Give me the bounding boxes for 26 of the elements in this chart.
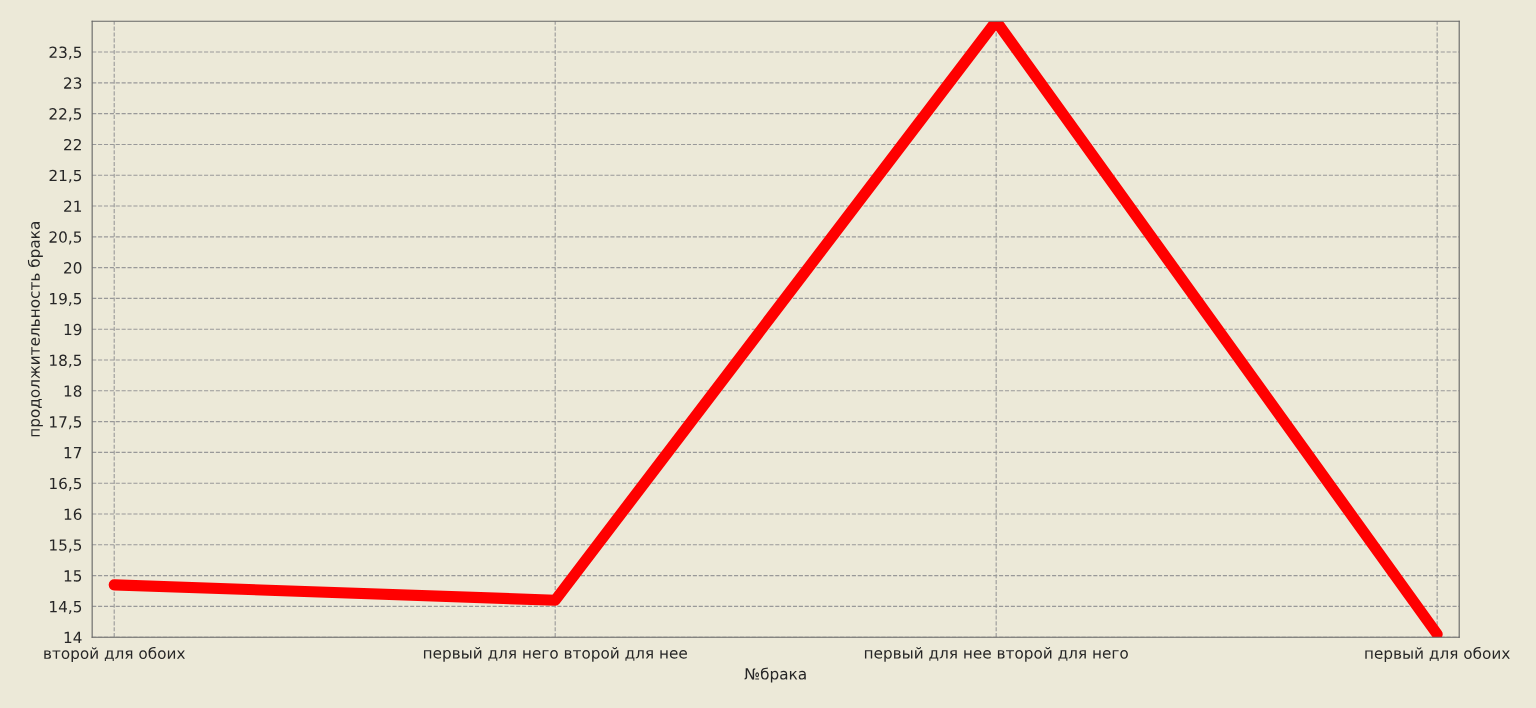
- y-tick-label: 17: [64, 447, 82, 459]
- y-tick-label: 15: [64, 570, 82, 582]
- x-tick-label: второй для обоих: [44, 646, 185, 662]
- y-tick-label: 21: [64, 200, 82, 212]
- y-tick-label: 17,5: [50, 416, 82, 430]
- y-axis-title: продолжительность брака: [27, 222, 43, 437]
- y-tick-label: 15,5: [50, 539, 82, 553]
- y-tick-label: 23,5: [49, 46, 82, 60]
- y-tick-label: 20: [64, 262, 82, 274]
- y-tick-label: 18: [64, 385, 82, 397]
- y-tick-label: 22,5: [49, 108, 82, 122]
- y-tick-label: 21,5: [49, 169, 82, 183]
- y-tick-label: 22: [64, 138, 81, 151]
- y-tick-label: 19: [64, 323, 82, 336]
- y-tick-label: 14,5: [50, 601, 82, 614]
- x-tick-label: первый для него второй для нее: [423, 646, 687, 662]
- y-tick-label: 23: [64, 77, 82, 89]
- y-tick-label: 14: [64, 631, 82, 643]
- y-tick-label: 20,5: [49, 231, 82, 245]
- y-tick-label: 19,5: [50, 292, 82, 306]
- x-axis-title: №брака: [744, 667, 806, 683]
- x-tick-label: первый для обоих: [1365, 646, 1510, 662]
- x-tick-label: первый для нее второй для него: [864, 646, 1128, 662]
- y-tick-label: 16: [64, 508, 82, 521]
- y-tick-label: 16,5: [50, 477, 82, 491]
- y-tick-label: 18,5: [50, 354, 82, 368]
